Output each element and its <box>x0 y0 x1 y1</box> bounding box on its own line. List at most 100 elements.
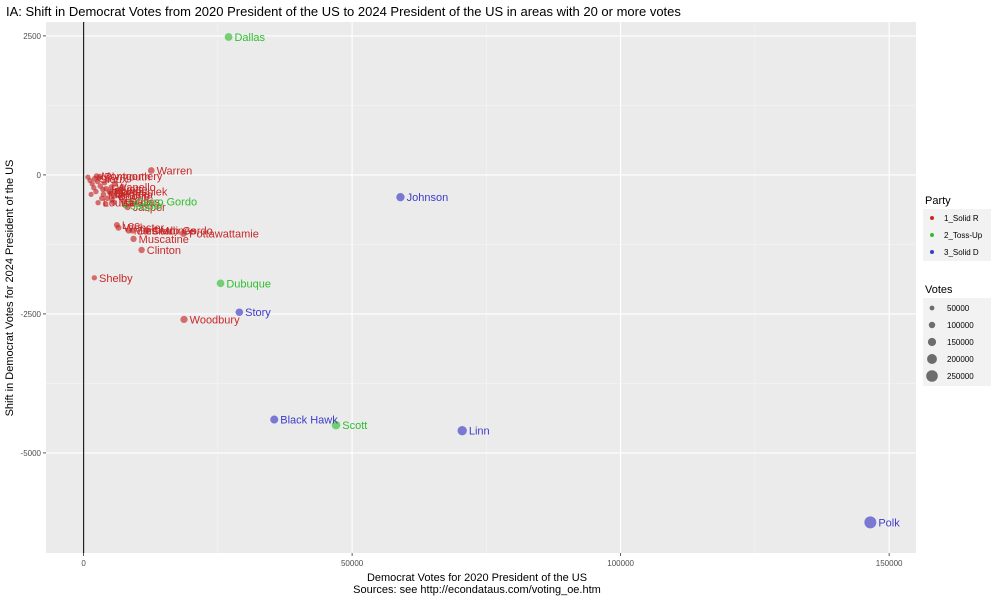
point-label: Woodbury <box>190 314 240 326</box>
party-legend-key <box>930 216 934 220</box>
data-point <box>147 167 155 174</box>
data-point <box>235 308 244 317</box>
data-point <box>138 246 145 254</box>
point-label: Cerro Gordo <box>136 197 197 209</box>
point-label: Dallas <box>234 32 265 44</box>
grid-lines <box>46 22 916 553</box>
point-label: Louisa <box>103 198 136 210</box>
data-point <box>119 184 126 191</box>
x-tick-label: 100000 <box>607 559 634 568</box>
data-point <box>179 229 188 237</box>
data-point <box>143 227 150 234</box>
data-point <box>104 195 111 202</box>
data-point <box>95 200 101 206</box>
point-label: Linn <box>120 187 141 199</box>
data-point <box>108 184 115 191</box>
point-label: Lee <box>122 220 140 232</box>
votes-legend-key <box>929 305 935 311</box>
data-point <box>109 197 115 203</box>
data-point <box>113 221 120 228</box>
data-point <box>127 198 134 205</box>
data-point <box>130 235 137 242</box>
point-label: Polk <box>878 517 900 529</box>
votes-legend-key <box>928 321 936 329</box>
point-label: Sioux <box>100 174 128 186</box>
data-point <box>88 191 94 197</box>
x-tick-label: 50000 <box>341 559 364 568</box>
point-label: Pottawattamie <box>189 228 259 240</box>
point-label: Jasper <box>133 202 166 214</box>
party-legend-key <box>930 250 934 254</box>
y-tick-label: -5000 <box>21 449 42 458</box>
y-tick-label: 2500 <box>23 32 41 41</box>
votes-legend-key <box>927 337 937 347</box>
data-point <box>114 187 121 194</box>
plot-panel <box>46 22 916 553</box>
party-legend-key <box>930 233 934 237</box>
point-label: Dubuque <box>226 278 271 290</box>
point-label: Marshall <box>134 226 176 238</box>
data-point <box>270 415 279 424</box>
point-label: Black Hawk <box>280 415 338 427</box>
point-label: Muscatine <box>139 234 189 246</box>
party-legend-title: Party <box>925 195 951 207</box>
point-labels: Warren Shelby Woodbury Clinton Pottawattamie… <box>99 32 900 529</box>
point-label: Marion <box>119 198 153 210</box>
data-point <box>122 202 129 209</box>
data-point <box>106 188 113 195</box>
data-point <box>864 516 877 529</box>
point-label: Montgomery <box>101 171 163 183</box>
data-point <box>93 188 99 195</box>
votes-legend-label: 250000 <box>947 372 974 381</box>
point-label: Fayette <box>111 184 148 196</box>
data-point <box>105 176 112 183</box>
data-point <box>96 175 102 181</box>
point-label: Wapello <box>116 182 155 194</box>
votes-legend-title: Votes <box>925 284 953 296</box>
data-point <box>111 180 118 187</box>
point-label: Mahaska <box>108 189 154 201</box>
data-point <box>99 195 105 202</box>
point-label: Story <box>245 307 271 319</box>
data-point <box>125 227 132 234</box>
point-label: Poweshiek <box>114 187 168 199</box>
votes-legend-label: 50000 <box>947 304 970 313</box>
point-label: Des Moines <box>138 226 197 238</box>
point-label: Dallas <box>129 197 160 209</box>
point-label: Jasper <box>131 200 164 212</box>
y-tick-label: -2500 <box>21 310 42 319</box>
party-legend-label: 3_Solid D <box>944 248 979 257</box>
point-label: Shelby <box>99 273 133 285</box>
data-point <box>101 179 108 186</box>
data-point <box>224 33 233 41</box>
point-label: Boone <box>118 191 150 203</box>
data-point <box>216 279 225 288</box>
data-point <box>102 201 109 207</box>
data-point <box>457 426 467 436</box>
votes-legend-key <box>926 370 938 382</box>
votes-legend-label: 150000 <box>947 338 974 347</box>
party-legend-label: 2_Toss-Up <box>944 231 983 240</box>
data-point <box>117 193 124 199</box>
point-label: Webster <box>124 223 165 235</box>
votes-legend-label: 100000 <box>947 321 974 330</box>
point-label: Johnson <box>407 192 449 204</box>
party-legend-background <box>923 209 991 261</box>
data-point <box>91 275 98 281</box>
data-point <box>396 192 405 202</box>
y-axis-label: Shift in Democrat Votes for 2024 Preside… <box>4 160 16 417</box>
point-label: Benton <box>115 188 150 200</box>
point-label: Linn <box>469 426 490 438</box>
legend: Party 1_Solid R2_Toss-Up3_Solid D Votes … <box>923 195 991 386</box>
votes-legend-label: 200000 <box>947 355 974 364</box>
data-points <box>85 33 877 529</box>
y-tick-label: 0 <box>37 171 42 180</box>
votes-legend-key <box>927 354 937 364</box>
data-point <box>100 186 106 193</box>
point-label: Plymouth <box>105 172 151 184</box>
x-axis-label: Democrat Votes for 2020 President of the… <box>367 572 587 584</box>
chart-title: IA: Shift in Democrat Votes from 2020 Pr… <box>6 4 681 19</box>
axes: 0 50000 100000 150000 2500 0 -2500 -5000 <box>21 22 903 568</box>
party-legend-label: 1_Solid R <box>944 214 979 223</box>
